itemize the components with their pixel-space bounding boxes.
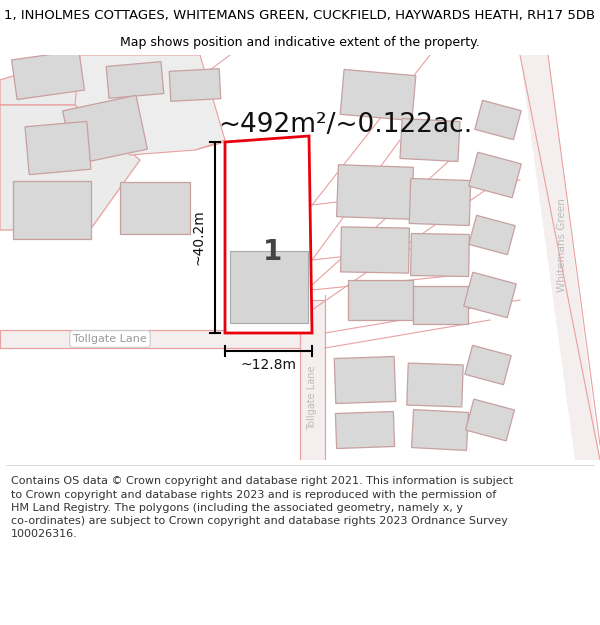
Bar (11, 51, 85, 99)
Bar (230, 251, 308, 323)
Text: Map shows position and indicative extent of the property.: Map shows position and indicative extent… (120, 36, 480, 49)
Bar (465, 346, 511, 384)
Bar (412, 409, 469, 451)
Bar (347, 280, 413, 320)
Bar (466, 399, 514, 441)
Text: Tollgate Lane: Tollgate Lane (307, 366, 317, 430)
Bar (407, 363, 463, 407)
Bar (335, 411, 395, 449)
Bar (469, 216, 515, 254)
Bar (13, 181, 91, 239)
Bar (25, 121, 91, 174)
Bar (340, 69, 416, 121)
Polygon shape (0, 105, 140, 230)
Bar (464, 272, 516, 318)
Bar (341, 227, 409, 273)
Text: Contains OS data © Crown copyright and database right 2021. This information is : Contains OS data © Crown copyright and d… (11, 476, 513, 539)
Bar (409, 179, 471, 226)
Bar (120, 182, 190, 234)
Bar (106, 62, 164, 98)
Bar (169, 69, 221, 101)
Bar (337, 165, 413, 219)
Polygon shape (0, 330, 310, 348)
Polygon shape (225, 136, 312, 333)
Text: Whitemans Green: Whitemans Green (557, 198, 567, 292)
Polygon shape (0, 55, 200, 155)
Polygon shape (300, 300, 325, 460)
Text: Tollgate Lane: Tollgate Lane (73, 334, 147, 344)
Text: ~492m²/~0.122ac.: ~492m²/~0.122ac. (218, 112, 472, 138)
Polygon shape (520, 55, 600, 460)
Bar (469, 152, 521, 198)
Bar (62, 95, 148, 165)
Bar (400, 119, 460, 161)
Text: 1, INHOLMES COTTAGES, WHITEMANS GREEN, CUCKFIELD, HAYWARDS HEATH, RH17 5DB: 1, INHOLMES COTTAGES, WHITEMANS GREEN, C… (4, 9, 596, 22)
Polygon shape (75, 55, 225, 155)
Bar (475, 101, 521, 139)
Bar (413, 286, 467, 324)
Bar (410, 234, 469, 276)
Text: 1: 1 (263, 239, 282, 266)
Text: ~12.8m: ~12.8m (241, 358, 296, 372)
Text: ~40.2m: ~40.2m (192, 209, 206, 266)
Bar (334, 356, 396, 404)
